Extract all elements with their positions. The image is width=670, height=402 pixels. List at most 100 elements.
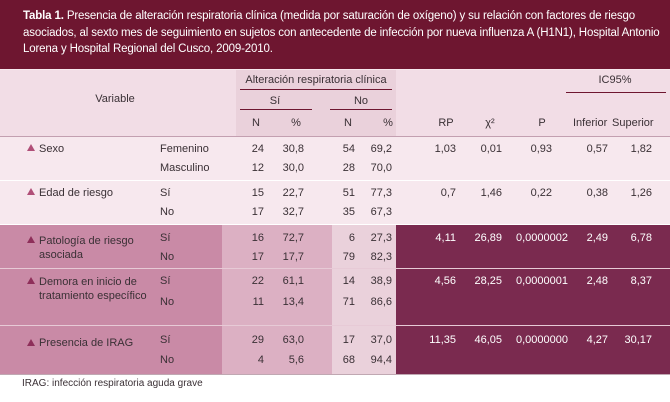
cell-si-n: 17	[251, 206, 264, 218]
cell-rp: 4,11	[435, 232, 456, 244]
highlight-band-left	[0, 224, 222, 374]
cell-si-pct: 30,0	[282, 162, 304, 174]
header-si: Sí	[269, 95, 281, 107]
bullet-icon	[27, 188, 35, 195]
header-band-right	[396, 70, 670, 136]
cell-no-n: 6	[348, 232, 355, 244]
group-divider-1	[0, 180, 670, 181]
cell-si-pct: 72,7	[282, 232, 304, 244]
cell-inferior: 0,38	[586, 187, 608, 199]
bullet-icon	[27, 236, 35, 243]
bullet-icon	[27, 339, 35, 346]
row-category: No	[160, 296, 175, 308]
header-si-n: N	[252, 117, 260, 129]
bullet-icon	[27, 144, 35, 151]
header-divider	[0, 136, 670, 137]
row-category: Sí	[160, 275, 171, 287]
cell-si-pct: 22,7	[282, 187, 304, 199]
cell-no-n: 54	[342, 143, 355, 155]
group-label-demora: Demora en inicio de tratamiento específi…	[39, 276, 147, 302]
cell-chi: 26,89	[474, 232, 502, 244]
cell-si-n: 24	[251, 143, 264, 155]
header-rule-alteracion	[240, 89, 392, 90]
cell-no-n: 79	[342, 251, 355, 263]
cell-si-n: 29	[251, 334, 264, 346]
cell-chi: 28,25	[474, 275, 502, 287]
group-divider-3	[0, 268, 670, 269]
cell-no-n: 68	[342, 354, 355, 366]
header-ic: IC95%	[598, 74, 632, 86]
cell-no-pct: 67,3	[370, 206, 392, 218]
header-band-left	[0, 70, 236, 136]
cell-no-n: 71	[342, 296, 355, 308]
header-alteracion: Alteración respiratoria clínica	[245, 74, 387, 86]
header-no-n: N	[344, 117, 352, 129]
cell-si-n: 16	[251, 232, 264, 244]
cell-inferior: 4,27	[586, 334, 608, 346]
header-rule-ic	[566, 92, 666, 93]
cell-superior: 30,17	[624, 334, 652, 346]
cell-rp: 1,03	[434, 143, 456, 155]
cell-no-pct: 94,4	[370, 354, 392, 366]
cell-chi: 0,01	[480, 143, 502, 155]
header-superior: Superior	[612, 117, 654, 129]
row-category: Sí	[160, 187, 171, 199]
group-label-sexo: Sexo	[39, 143, 65, 155]
cell-p: 0,22	[530, 187, 552, 199]
group-label-edad: Edad de riesgo	[39, 187, 113, 199]
cell-rp: 4,56	[434, 275, 456, 287]
cell-inferior: 2,48	[586, 275, 608, 287]
row-category: Masculino	[160, 162, 210, 174]
cell-si-pct: 17,7	[282, 251, 304, 263]
cell-no-pct: 69,2	[370, 143, 392, 155]
header-si-pct: %	[291, 117, 301, 129]
cell-no-pct: 27,3	[370, 232, 392, 244]
highlight-band-stats	[396, 224, 670, 374]
row-category: Sí	[160, 232, 171, 244]
row-category: No	[160, 251, 175, 263]
cell-no-n: 28	[342, 162, 355, 174]
cell-si-pct: 5,6	[288, 354, 304, 366]
cell-p: 0,93	[530, 143, 552, 155]
cell-si-n: 22	[251, 275, 264, 287]
cell-si-n: 15	[251, 187, 264, 199]
cell-no-n: 17	[342, 334, 355, 346]
cell-no-n: 14	[342, 275, 355, 287]
cell-si-pct: 61,1	[282, 275, 304, 287]
cell-no-n: 35	[342, 206, 355, 218]
cell-no-pct: 86,6	[370, 296, 392, 308]
cell-rp: 11,35	[429, 334, 456, 346]
group-label-patologia: Patología de riesgo asociada	[39, 235, 134, 261]
cell-inferior: 2,49	[586, 232, 608, 244]
header-no: No	[353, 95, 369, 107]
header-band-si-no	[236, 70, 396, 136]
header-rule-si	[240, 109, 312, 110]
cell-no-pct: 82,3	[370, 251, 392, 263]
bullet-icon	[27, 277, 35, 284]
cell-si-pct: 63,0	[282, 334, 304, 346]
cell-superior: 8,37	[630, 275, 652, 287]
table-number: Tabla 1.	[23, 10, 64, 22]
cell-chi: 46,05	[474, 334, 502, 346]
cell-si-n: 11	[252, 296, 264, 308]
header-inferior: Inferior	[573, 117, 608, 129]
cell-p: 0,0000001	[516, 275, 568, 287]
cell-p: 0,0000000	[516, 334, 568, 346]
table-title: Tabla 1. Presencia de alteración respira…	[0, 0, 670, 69]
cell-no-pct: 70,0	[370, 162, 392, 174]
cell-inferior: 0,57	[586, 143, 608, 155]
header-no-pct: %	[383, 117, 393, 129]
highlight-band-si	[222, 224, 332, 374]
header-p: P	[538, 117, 546, 129]
cell-si-pct: 13,4	[282, 296, 304, 308]
row-category: Sí	[160, 334, 171, 346]
cell-si-pct: 32,7	[282, 206, 304, 218]
cell-p: 0,0000002	[516, 232, 568, 244]
cell-rp: 0,7	[440, 187, 456, 199]
cell-no-pct: 37,0	[370, 334, 392, 346]
cell-superior: 1,26	[630, 187, 652, 199]
cell-no-pct: 38,9	[370, 275, 392, 287]
row-category: Femenino	[160, 143, 209, 155]
cell-si-pct: 30,8	[282, 143, 304, 155]
